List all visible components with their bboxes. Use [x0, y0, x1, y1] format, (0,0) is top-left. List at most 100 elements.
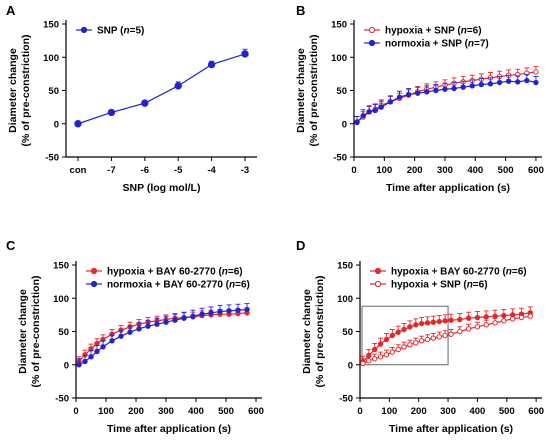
legend-entry: hypoxia + BAY 60-2770 (n=6) — [86, 267, 243, 278]
data-point — [94, 340, 100, 347]
x-tick-label: 0 — [73, 406, 78, 417]
x-tick-label: 400 — [467, 165, 483, 176]
data-point — [448, 317, 454, 323]
data-point — [457, 316, 463, 323]
data-point — [483, 322, 489, 328]
data-point — [474, 324, 481, 330]
panel-b: B -50 0 50 100 150 0 100 200 300 400 500 600 Time aft… — [295, 3, 544, 194]
legend-marker — [80, 26, 88, 34]
data-point — [136, 326, 142, 332]
data-point — [360, 360, 366, 367]
data-point — [241, 50, 249, 58]
data-point — [469, 83, 475, 89]
y-tick-label: -50 — [55, 394, 69, 405]
data-point — [414, 90, 421, 96]
x-tick-label: 500 — [498, 165, 514, 176]
y-tick-label: 0 — [64, 360, 69, 371]
legend-text-part: =5) — [130, 26, 145, 37]
data-point — [436, 334, 442, 340]
data-point — [199, 311, 205, 317]
data-point — [383, 352, 390, 358]
y-tick-label: -50 — [333, 153, 347, 164]
x-tick-label: 200 — [128, 406, 144, 417]
series-line — [77, 53, 246, 125]
data-point — [448, 331, 454, 337]
data-point — [487, 81, 494, 87]
data-point — [378, 104, 384, 110]
panel-a: A -50 0 50 100 150 con -7 -6 -5 -4 -3 SNP (log mol/L… — [6, 3, 257, 194]
x-tick-label: -7 — [107, 165, 115, 176]
data-point — [430, 319, 437, 325]
legend-text-part: hypoxia + BAY 60-2770 ( — [391, 267, 506, 278]
panel-letter: A — [6, 3, 16, 18]
series-0 — [74, 48, 249, 128]
y-tick-label: 100 — [53, 294, 69, 305]
data-point — [190, 313, 196, 319]
legend-entry: hypoxia + SNP (n=6) — [364, 26, 482, 37]
data-point — [94, 348, 100, 355]
data-point — [387, 99, 394, 105]
data-point — [366, 109, 372, 115]
x-tick-label: 400 — [188, 406, 204, 417]
data-point — [492, 320, 498, 326]
data-point — [226, 308, 232, 314]
y-axis-label: (% of pre-constriction) — [308, 35, 320, 147]
data-point — [518, 314, 525, 321]
y-tick-label: 150 — [331, 20, 347, 31]
x-tick-label: 100 — [376, 165, 392, 176]
data-point — [172, 317, 178, 323]
legend-text-part: n — [461, 26, 467, 37]
x-tick-label: con — [70, 165, 87, 176]
legend-entry: normoxia + SNP (n=7) — [364, 39, 489, 50]
x-tick-label: 0 — [351, 165, 356, 176]
legend-label: hypoxia + BAY 60-2770 (n=6) — [391, 267, 527, 278]
data-point — [100, 344, 106, 350]
legend-text-part: normoxia + SNP ( — [385, 39, 469, 50]
data-point — [527, 313, 533, 319]
data-point — [377, 354, 384, 360]
data-point — [88, 346, 94, 352]
data-point — [145, 323, 151, 329]
x-tick-label: 500 — [218, 406, 234, 417]
data-point — [389, 332, 395, 339]
legend-label: hypoxia + BAY 60-2770 (n=6) — [107, 267, 243, 278]
data-point — [478, 81, 485, 88]
data-point — [424, 320, 431, 326]
data-point — [76, 362, 82, 368]
legend-text-part: hypoxia + SNP ( — [385, 26, 461, 37]
data-point — [515, 79, 521, 85]
y-axis-label: (% of pre-constriction) — [30, 276, 42, 388]
series-1 — [360, 311, 533, 367]
x-tick-label: -4 — [207, 165, 216, 176]
panel-letter: C — [6, 238, 16, 253]
y-tick-label: 150 — [337, 261, 353, 272]
data-point — [244, 306, 250, 313]
x-axis-label: SNP (log mol/L) — [123, 182, 201, 194]
data-point — [127, 329, 133, 335]
panel-c: C -50 0 50 100 150 0 100 200 300 400 500 600 Time aft… — [6, 238, 264, 435]
data-point — [533, 69, 539, 75]
data-point — [496, 79, 503, 86]
data-point — [163, 319, 169, 325]
y-tick-label: 50 — [58, 327, 69, 338]
x-tick-label: 600 — [248, 406, 264, 417]
legend-marker — [374, 267, 382, 275]
legend-marker — [368, 39, 376, 47]
data-point — [401, 326, 407, 333]
legend-marker — [90, 267, 98, 275]
data-point — [436, 318, 442, 325]
legend-label: normoxia + BAY 60-2770 (n=6) — [107, 280, 250, 291]
data-point — [371, 356, 378, 362]
data-point — [217, 308, 223, 315]
legend-label: SNP (n=5) — [97, 26, 144, 37]
data-point — [413, 322, 419, 328]
y-tick-label: 50 — [336, 86, 347, 97]
data-point — [533, 79, 539, 86]
data-point — [442, 86, 448, 92]
x-tick-label: 0 — [357, 406, 362, 417]
data-point — [377, 341, 384, 347]
data-point — [74, 120, 82, 128]
legend-label: hypoxia + SNP (n=6) — [391, 280, 488, 291]
data-point — [154, 321, 160, 327]
y-axis-label: (% of pre-constriction) — [314, 276, 326, 388]
